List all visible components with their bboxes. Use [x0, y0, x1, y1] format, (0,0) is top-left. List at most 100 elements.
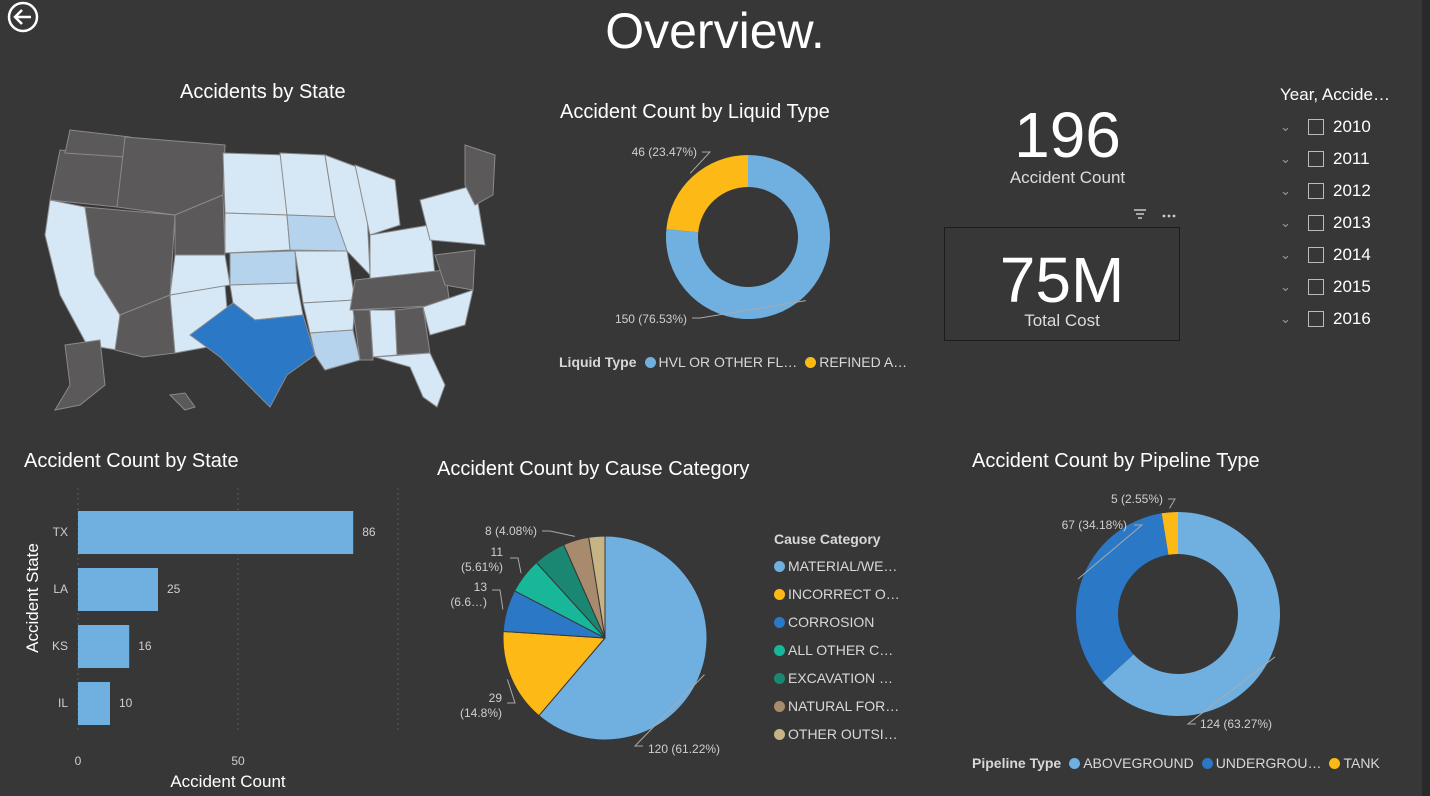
- chevron-down-icon[interactable]: ⌄: [1280, 279, 1291, 294]
- y-tick-label: KS: [52, 639, 68, 653]
- slicer-year-2016[interactable]: ⌄ 2016: [1280, 303, 1390, 335]
- slice-6[interactable]: [588, 535, 606, 639]
- cause-legend-item[interactable]: CORROSION: [774, 608, 900, 636]
- slice-1[interactable]: [1076, 513, 1169, 683]
- chevron-down-icon[interactable]: ⌄: [1280, 215, 1291, 230]
- chevron-down-icon[interactable]: ⌄: [1280, 311, 1291, 326]
- data-label: 124 (63.27%): [1200, 717, 1272, 731]
- state-chart-title: Accident Count by State: [24, 450, 239, 472]
- slice-1[interactable]: [666, 155, 748, 233]
- map-region-carolinas: [422, 289, 474, 336]
- pipeline-legend-item-aboveground[interactable]: ABOVEGROUND: [1069, 755, 1194, 771]
- slice-0[interactable]: [538, 535, 708, 741]
- pipeline-type-donut[interactable]: 124 (63.27%) 67 (34.18%) 5 (2.55%): [1000, 480, 1320, 750]
- bar-IL[interactable]: [78, 682, 110, 725]
- map-region-louisiana: [309, 329, 361, 371]
- data-label: 29: [489, 691, 503, 705]
- kpi-count-value: 196: [1014, 99, 1121, 171]
- data-label: 46 (23.47%): [632, 145, 697, 159]
- slicer-year-2014[interactable]: ⌄ 2014: [1280, 239, 1390, 271]
- year-label: 2013: [1333, 213, 1371, 232]
- liquid-legend-title: Liquid Type: [559, 354, 637, 370]
- slicer-year-2011[interactable]: ⌄ 2011: [1280, 143, 1390, 175]
- map-region-oregon: [49, 149, 126, 208]
- map-region-virginia: [434, 249, 476, 291]
- cause-legend-item[interactable]: ALL OTHER C…: [774, 636, 900, 664]
- data-label: (14.8%): [460, 706, 502, 720]
- map-region-arizona: [114, 294, 176, 358]
- chevron-down-icon[interactable]: ⌄: [1280, 119, 1291, 134]
- cause-legend-item[interactable]: MATERIAL/WE…: [774, 552, 900, 580]
- map-region-texas: [189, 302, 316, 408]
- liquid-type-donut[interactable]: 150 (76.53%) 46 (23.47%): [590, 135, 870, 345]
- data-label: 150 (76.53%): [615, 312, 687, 326]
- data-label: 120 (61.22%): [648, 742, 720, 756]
- year-label: 2012: [1333, 181, 1371, 200]
- state-bar-chart[interactable]: 0 50 TX 86 LA 25 KS 16 IL 10 Accident Count Acciden…: [0, 480, 420, 796]
- data-label: 13: [474, 580, 488, 594]
- cause-legend-item[interactable]: INCORRECT O…: [774, 580, 900, 608]
- year-label: 2014: [1333, 245, 1371, 264]
- year-checkbox[interactable]: [1308, 311, 1324, 327]
- year-checkbox[interactable]: [1308, 247, 1324, 263]
- y-tick-label: IL: [58, 696, 68, 710]
- pipeline-legend: Pipeline Type ABOVEGROUND UNDERGROU… TAN…: [972, 755, 1380, 771]
- year-checkbox[interactable]: [1308, 119, 1324, 135]
- bar-LA[interactable]: [78, 568, 158, 611]
- slice-2[interactable]: [1161, 512, 1178, 555]
- year-checkbox[interactable]: [1308, 215, 1324, 231]
- more-options-icon[interactable]: [1162, 208, 1176, 226]
- cause-legend-title: Cause Category: [774, 531, 881, 547]
- back-button[interactable]: [6, 0, 40, 34]
- data-label: 11: [491, 545, 504, 559]
- x-tick-label: 0: [75, 754, 82, 768]
- year-checkbox[interactable]: [1308, 183, 1324, 199]
- pipeline-chart-title: Accident Count by Pipeline Type: [972, 450, 1260, 472]
- map-region-hawaii: [168, 392, 196, 411]
- map-region-dakotas: [222, 152, 288, 216]
- chevron-down-icon[interactable]: ⌄: [1280, 151, 1291, 166]
- year-checkbox[interactable]: [1308, 151, 1324, 167]
- slicer-year-2010[interactable]: ⌄ 2010: [1280, 111, 1390, 143]
- liquid-legend-item-refined[interactable]: REFINED A…: [805, 354, 907, 370]
- cause-legend-item[interactable]: NATURAL FOR…: [774, 692, 900, 720]
- filter-icon[interactable]: [1134, 208, 1146, 222]
- kpi-count-label: Accident Count: [1009, 168, 1126, 187]
- cause-legend-item[interactable]: EXCAVATION …: [774, 664, 900, 692]
- slice-0[interactable]: [666, 155, 830, 319]
- year-label: 2016: [1333, 309, 1371, 328]
- year-slicer: Year, Accide… ⌄ 2010 ⌄ 2011 ⌄ 2012 ⌄ 2013 ⌄ 2014 ⌄…: [1280, 85, 1390, 335]
- bar-TX[interactable]: [78, 511, 354, 554]
- pipeline-legend-item-tank[interactable]: TANK: [1329, 755, 1380, 771]
- chevron-down-icon[interactable]: ⌄: [1280, 247, 1291, 262]
- slicer-year-2013[interactable]: ⌄ 2013: [1280, 207, 1390, 239]
- map-region-kansas: [229, 250, 298, 286]
- year-checkbox[interactable]: [1308, 279, 1324, 295]
- bar-KS[interactable]: [78, 625, 130, 668]
- pipeline-legend-title: Pipeline Type: [972, 755, 1062, 771]
- y-tick-label: TX: [53, 525, 68, 539]
- page-title: Overview.: [605, 3, 825, 59]
- cause-legend-item[interactable]: OTHER OUTSI…: [774, 720, 900, 748]
- liquid-legend-item-hvl[interactable]: HVL OR OTHER FL…: [644, 354, 797, 370]
- liquid-chart-title: Accident Count by Liquid Type: [560, 101, 830, 123]
- slicer-year-2012[interactable]: ⌄ 2012: [1280, 175, 1390, 207]
- slice-1[interactable]: [502, 630, 607, 717]
- bar-value-label: 25: [167, 582, 181, 596]
- slice-0[interactable]: [1102, 512, 1280, 716]
- cause-legend: Cause Category MATERIAL/WE… INCORRECT O… C…: [774, 531, 900, 748]
- x-tick-label: 50: [231, 754, 245, 768]
- scrollbar[interactable]: [1422, 0, 1430, 796]
- chevron-down-icon[interactable]: ⌄: [1280, 183, 1291, 198]
- kpi-accident-count: 196 Accident Count: [980, 100, 1155, 188]
- pipeline-legend-item-underground[interactable]: UNDERGROU…: [1201, 755, 1321, 771]
- bar-value-label: 16: [138, 639, 152, 653]
- us-state-map[interactable]: [25, 125, 505, 415]
- kpi-total-cost[interactable]: 75M Total Cost: [944, 227, 1180, 341]
- cause-chart-title: Accident Count by Cause Category: [437, 458, 750, 480]
- cause-pie-chart[interactable]: 120 (61.22%) 29(14.8%) 13(6.6…) 11(5.61%) 8 …: [420, 500, 760, 780]
- map-region-mississippi: [352, 309, 374, 361]
- map-region-missouri: [294, 250, 356, 304]
- slicer-year-2015[interactable]: ⌄ 2015: [1280, 271, 1390, 303]
- data-label: 5 (2.55%): [1111, 492, 1163, 506]
